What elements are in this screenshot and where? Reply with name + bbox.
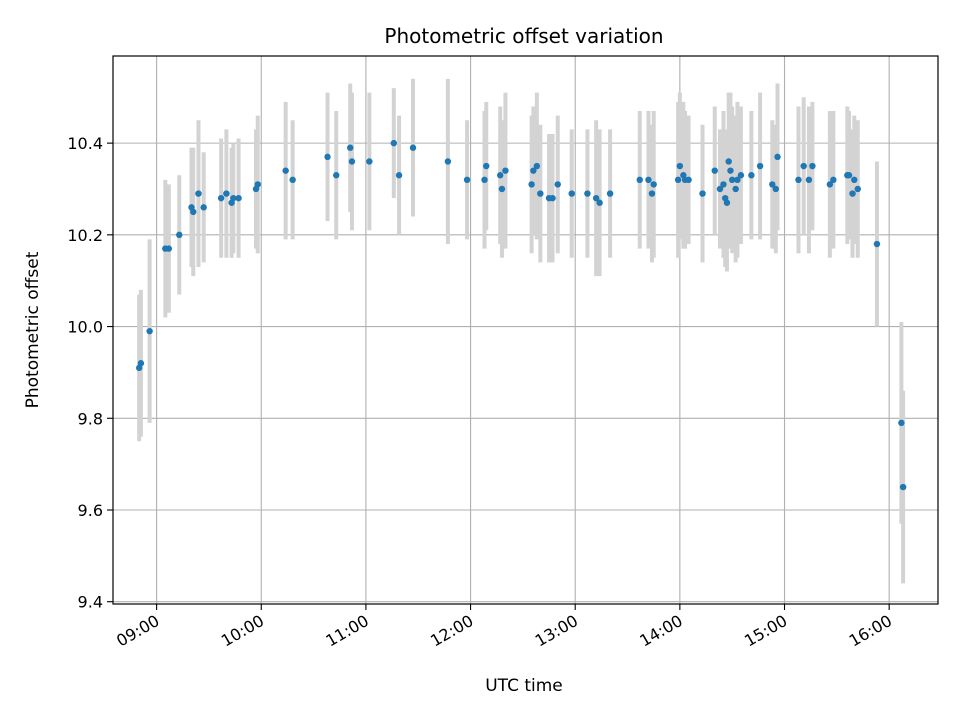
data-point: [800, 162, 807, 170]
data-point: [146, 327, 153, 335]
data-point: [230, 194, 237, 202]
data-point: [774, 153, 781, 161]
data-point: [650, 181, 657, 188]
data-point: [549, 194, 556, 202]
data-point: [716, 185, 724, 193]
data-point: [830, 176, 837, 184]
data-point: [723, 199, 731, 206]
data-point: [769, 181, 776, 188]
data-point: [530, 167, 537, 174]
data-point: [195, 190, 202, 197]
data-point: [795, 176, 802, 184]
data-point: [537, 190, 544, 197]
data-point: [483, 162, 490, 170]
data-point: [533, 162, 541, 170]
data-point: [176, 231, 183, 239]
y-axis-label: Photometric offset: [23, 251, 43, 408]
data-point: [592, 194, 600, 202]
data-point: [289, 176, 296, 184]
data-point: [481, 176, 488, 184]
y-axis: 9.4 9.6 9.8 10.0 10.2 10.4: [67, 134, 113, 612]
data-point: [727, 167, 734, 174]
data-point: [554, 181, 561, 188]
data-point: [282, 167, 289, 174]
x-axis-label: UTC time: [485, 676, 563, 696]
data-point: [748, 172, 755, 179]
data-point: [854, 185, 861, 193]
y-tick-label: 10.2: [67, 226, 103, 245]
y-tick-label: 9.4: [78, 593, 103, 612]
y-tick-label: 10.4: [67, 134, 103, 153]
data-point: [699, 190, 706, 197]
data-point: [348, 158, 356, 165]
data-point: [728, 176, 736, 184]
data-point: [324, 153, 331, 161]
data-point: [217, 194, 225, 202]
data-point: [636, 176, 643, 184]
data-point: [528, 181, 535, 188]
data-point: [849, 190, 856, 197]
data-point: [200, 204, 207, 211]
y-tick-label: 9.8: [78, 409, 103, 428]
data-point: [898, 419, 905, 427]
data-point: [809, 162, 816, 170]
data-point: [732, 185, 739, 193]
y-tick-label: 9.6: [78, 501, 103, 520]
data-point: [395, 172, 403, 179]
data-point: [845, 172, 853, 179]
data-point: [676, 162, 684, 170]
data-point: [409, 144, 417, 151]
plot-frame: [112, 55, 939, 605]
data-point: [720, 181, 727, 188]
data-point: [223, 190, 230, 197]
data-point: [498, 185, 506, 193]
data-point: [333, 172, 340, 179]
data-point: [645, 176, 652, 184]
data-point: [444, 158, 452, 165]
data-point: [851, 176, 858, 184]
data-point: [772, 185, 779, 193]
data-point: [737, 172, 745, 179]
chart-title: Photometric offset variation: [384, 24, 663, 48]
data-point: [254, 181, 261, 188]
data-point: [366, 158, 373, 165]
data-point: [674, 176, 682, 184]
data-point: [826, 181, 834, 188]
data-point: [235, 194, 242, 202]
data-point: [606, 190, 614, 197]
data-point: [502, 167, 509, 174]
data-point: [497, 172, 504, 179]
data-point: [685, 176, 692, 184]
data-point: [596, 199, 603, 206]
data-point: [734, 176, 741, 184]
y-tick-label: 10.0: [67, 318, 103, 337]
data-point: [165, 245, 173, 252]
data-point: [873, 240, 881, 248]
data-point: [137, 360, 145, 367]
data-point: [756, 162, 764, 170]
data-point: [805, 176, 813, 184]
data-point: [899, 483, 907, 491]
data-point: [390, 139, 398, 147]
data-point: [648, 190, 656, 197]
data-point: [347, 144, 354, 151]
data-point: [584, 190, 591, 197]
data-point: [725, 158, 732, 165]
data-point: [711, 167, 718, 174]
data-point: [568, 190, 575, 197]
data-points: [135, 139, 907, 491]
data-point: [190, 208, 197, 216]
data-point: [463, 176, 471, 184]
